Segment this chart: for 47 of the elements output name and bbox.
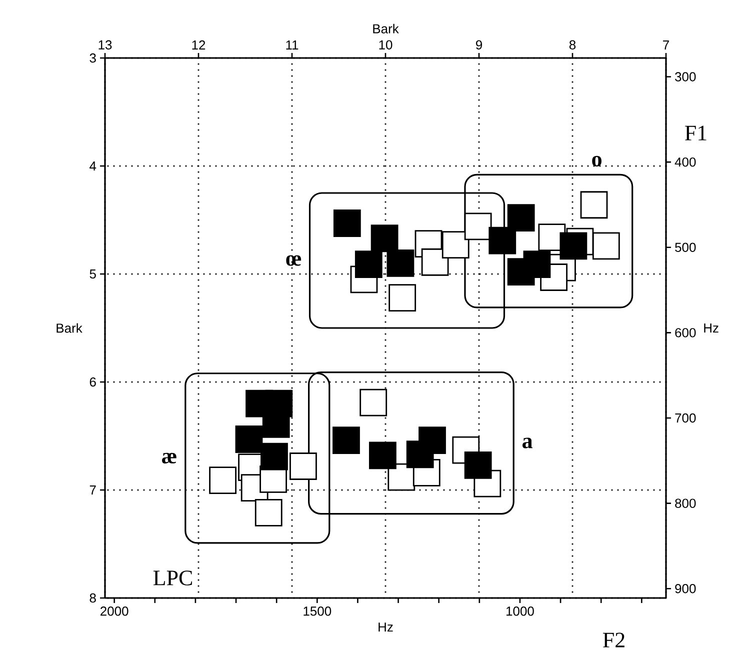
y-axis-title: Bark bbox=[56, 323, 82, 333]
point bbox=[209, 466, 237, 494]
x-tick-label: 9 bbox=[476, 40, 482, 50]
annotation: æ bbox=[162, 452, 176, 464]
text: F2 bbox=[603, 632, 624, 648]
text: F1 bbox=[685, 126, 706, 140]
point bbox=[332, 426, 360, 454]
point bbox=[368, 442, 396, 470]
annotation: œ bbox=[286, 255, 302, 266]
y2-tick-label: 300 bbox=[675, 72, 696, 82]
point bbox=[464, 212, 492, 240]
x2-tick-label: 2000 bbox=[100, 606, 128, 616]
x-tick-label: 7 bbox=[663, 40, 669, 50]
annotation: o bbox=[592, 156, 602, 166]
y2-tick-label: 600 bbox=[675, 328, 696, 338]
y2-tick-label: 400 bbox=[674, 157, 696, 167]
point bbox=[254, 498, 282, 526]
annotation: a bbox=[522, 438, 532, 448]
point bbox=[464, 451, 492, 479]
x-tick-label: 11 bbox=[286, 40, 298, 50]
x-tick-label: 13 bbox=[98, 40, 112, 50]
y-tick-label: 3 bbox=[90, 53, 96, 63]
x-tick-label: 12 bbox=[192, 40, 206, 50]
x-tick-label: 10 bbox=[379, 40, 392, 50]
y2-tick-label: 700 bbox=[675, 413, 696, 423]
y2-tick-label: 800 bbox=[675, 498, 696, 508]
x2-axis-title: Hz bbox=[378, 622, 393, 632]
point bbox=[580, 191, 608, 219]
y-tick-label: 5 bbox=[90, 269, 96, 279]
y-tick-label: 6 bbox=[90, 377, 96, 387]
y-tick-label: 7 bbox=[90, 486, 96, 494]
point bbox=[290, 452, 317, 480]
point bbox=[442, 231, 470, 259]
annotation: LPC bbox=[153, 570, 192, 586]
point bbox=[592, 232, 620, 260]
y-tick-label: 4 bbox=[90, 162, 96, 170]
point bbox=[421, 248, 449, 276]
point bbox=[406, 440, 434, 468]
y2-axis-title: Hz bbox=[704, 324, 718, 332]
point bbox=[388, 284, 416, 312]
x-tick-label: 8 bbox=[569, 40, 576, 50]
x2-tick-label: 1500 bbox=[304, 606, 332, 616]
y2-tick-label: 900 bbox=[675, 584, 696, 594]
x2-tick-label: 1000 bbox=[506, 606, 534, 616]
y-tick-label: 8 bbox=[90, 593, 96, 603]
x-axis-title: Bark bbox=[373, 24, 399, 34]
y2-tick-label: 500 bbox=[675, 242, 696, 252]
